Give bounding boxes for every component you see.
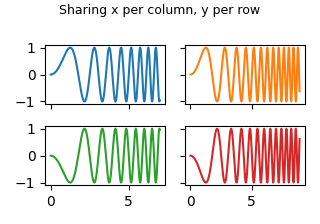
- Text: Sharing x per column, y per row: Sharing x per column, y per row: [60, 4, 260, 17]
